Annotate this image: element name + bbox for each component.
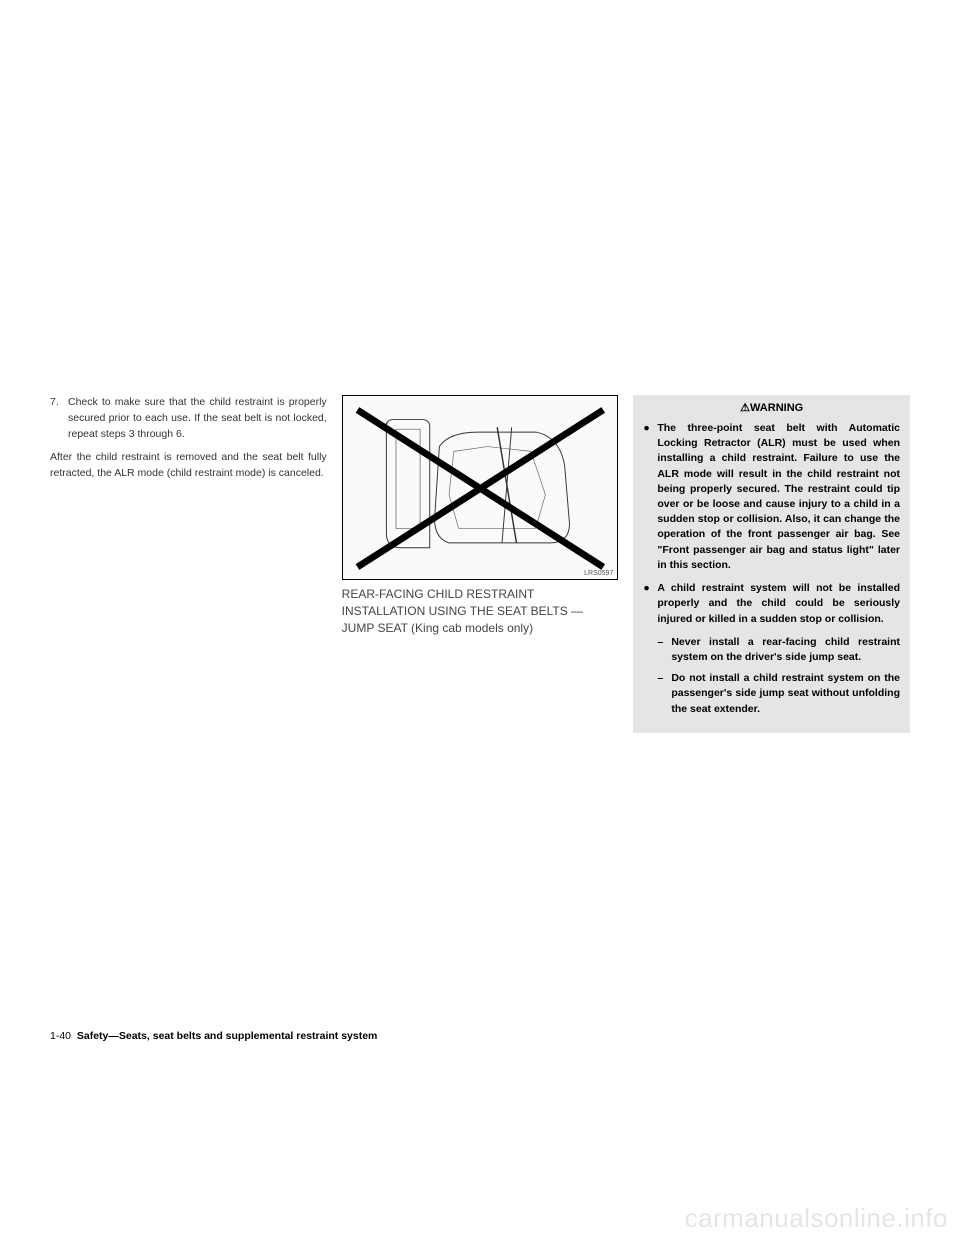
warning-label: WARNING: [750, 402, 803, 414]
warning-box: ⚠WARNING ● The three-point seat belt wit…: [633, 395, 910, 733]
warning-icon: ⚠: [740, 401, 750, 417]
figure-code: LRS0597: [584, 570, 613, 577]
list-text: Check to make sure that the child restra…: [68, 395, 327, 442]
right-column: ⚠WARNING ● The three-point seat belt wit…: [633, 395, 910, 733]
dash-marker: –: [657, 635, 671, 665]
list-item-7: 7. Check to make sure that the child res…: [50, 395, 327, 442]
figure-illustration: LRS0597: [342, 395, 619, 580]
page-footer: 1-40 Safety—Seats, seat belts and supple…: [50, 1030, 377, 1042]
warning-sub-2: – Do not install a child restraint syste…: [657, 671, 900, 717]
warning-header: ⚠WARNING: [643, 401, 900, 417]
sub-text: Do not install a child restraint system …: [671, 671, 900, 717]
watermark: carmanualsonline.info: [685, 1203, 948, 1234]
seat-illustration: [343, 396, 618, 579]
page-number: 1-40: [50, 1030, 71, 1042]
middle-column: LRS0597 REAR-FACING CHILD RESTRAINT INST…: [342, 395, 619, 733]
dash-marker: –: [657, 671, 671, 717]
section-heading: REAR-FACING CHILD RESTRAINT INSTALLATION…: [342, 586, 619, 636]
bullet-text: A child restraint system will not be ins…: [657, 581, 900, 627]
bullet-marker: ●: [643, 581, 657, 627]
warning-bullet-1: ● The three-point seat belt with Automat…: [643, 421, 900, 573]
bullet-text: The three-point seat belt with Automatic…: [657, 421, 900, 573]
footer-title: Safety—Seats, seat belts and supplementa…: [77, 1030, 378, 1042]
bullet-marker: ●: [643, 421, 657, 573]
paragraph: After the child restraint is removed and…: [50, 450, 327, 482]
warning-bullet-2: ● A child restraint system will not be i…: [643, 581, 900, 627]
left-column: 7. Check to make sure that the child res…: [50, 395, 327, 733]
warning-sub-1: – Never install a rear-facing child rest…: [657, 635, 900, 665]
sub-text: Never install a rear-facing child restra…: [671, 635, 900, 665]
page-content: 7. Check to make sure that the child res…: [50, 395, 910, 733]
list-number: 7.: [50, 395, 68, 442]
